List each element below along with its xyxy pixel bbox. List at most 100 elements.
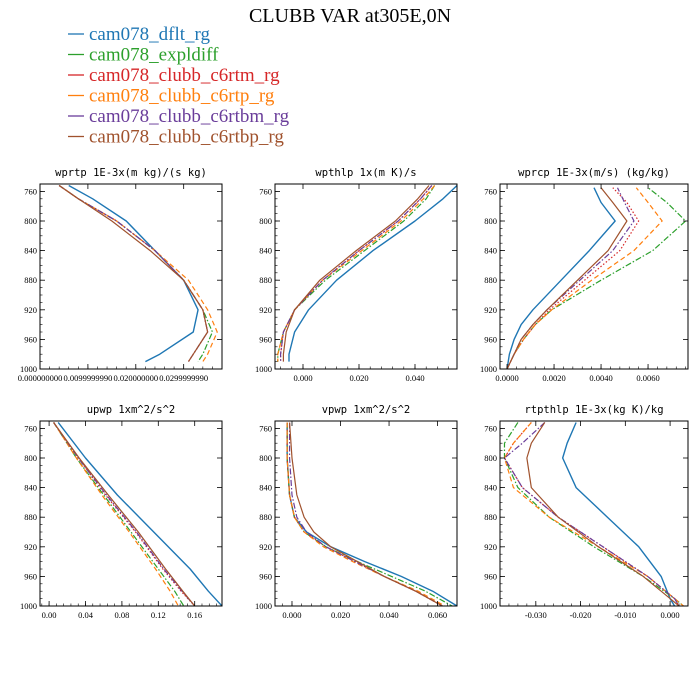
ytick-label-2-6: 1000 bbox=[480, 364, 497, 374]
series-line-4-0 bbox=[286, 422, 457, 606]
xtick-label-0-1: 0.0099999990 bbox=[63, 373, 112, 383]
series-line-4-3 bbox=[286, 422, 446, 606]
panel-series-5 bbox=[503, 422, 684, 606]
ytick-label-2-5: 960 bbox=[484, 334, 497, 344]
series-line-1-1 bbox=[277, 185, 436, 362]
xtick-label-0-2: 0.020000000 bbox=[113, 373, 158, 383]
panel-series-1 bbox=[277, 184, 457, 362]
legend-label-3: cam078_clubb_c6rtp_rg bbox=[89, 86, 275, 107]
xtick-label-1-2: 0.040 bbox=[405, 373, 424, 383]
ytick-label-5-5: 960 bbox=[484, 571, 497, 581]
panel-title-0: wprtp 1E-3x(m kg)/(s kg) bbox=[55, 167, 207, 179]
series-line-2-0 bbox=[506, 187, 616, 369]
panel-3: upwp 1xm^2/s^2 760 800 840 880 920 960 1000 0.00… bbox=[20, 404, 223, 620]
series-line-3-5 bbox=[53, 422, 196, 606]
series-line-1-0 bbox=[288, 184, 457, 362]
panel-1: wpthlp 1x(m K)/s 760 800 840 880 920 960 1000 0.… bbox=[255, 167, 458, 383]
panel-frame-2 bbox=[499, 183, 689, 370]
xtick-label-0-0: 0.000000000 bbox=[18, 373, 63, 383]
ytick-label-5-2: 840 bbox=[484, 483, 497, 493]
xtick-label-1-0: 0.000 bbox=[293, 373, 312, 383]
series-line-4-1 bbox=[286, 422, 453, 606]
ytick-label-3-4: 920 bbox=[24, 542, 37, 552]
series-line-3-4 bbox=[53, 422, 196, 606]
ytick-label-2-3: 880 bbox=[484, 275, 497, 285]
ytick-label-1-2: 840 bbox=[259, 246, 272, 256]
panel-series-4 bbox=[286, 422, 457, 606]
ytick-label-3-2: 840 bbox=[24, 483, 37, 493]
panel-title-1: wpthlp 1x(m K)/s bbox=[315, 167, 416, 179]
ytick-label-3-3: 880 bbox=[24, 512, 37, 522]
xtick-label-5-2: -0.010 bbox=[614, 610, 636, 620]
series-line-2-2 bbox=[506, 187, 640, 369]
ytick-label-1-0: 760 bbox=[259, 186, 272, 196]
legend-label-2: cam078_clubb_c6rtm_rg bbox=[89, 65, 280, 86]
ytick-label-0-5: 960 bbox=[24, 334, 37, 344]
series-line-5-1 bbox=[503, 422, 684, 606]
series-line-0-2 bbox=[58, 184, 209, 362]
ytick-label-5-0: 760 bbox=[484, 423, 497, 433]
series-line-4-5 bbox=[288, 422, 443, 606]
ytick-label-4-0: 760 bbox=[259, 423, 272, 433]
ytick-label-0-3: 880 bbox=[24, 275, 37, 285]
panel-title-2: wprcp 1E-3x(m/s) (kg/kg) bbox=[518, 167, 670, 179]
series-line-2-5 bbox=[506, 187, 628, 369]
ytick-label-5-4: 920 bbox=[484, 542, 497, 552]
panel-title-5: rtpthlp 1E-3x(kg K)/kg bbox=[524, 404, 663, 416]
ytick-label-0-2: 840 bbox=[24, 246, 37, 256]
ytick-label-4-5: 960 bbox=[259, 571, 272, 581]
xtick-label-3-0: 0.00 bbox=[42, 610, 57, 620]
xtick-label-2-0: 0.0000 bbox=[495, 373, 518, 383]
ytick-label-4-3: 880 bbox=[259, 512, 272, 522]
series-line-0-4 bbox=[58, 184, 209, 362]
panel-4: vpwp 1xm^2/s^2 760 800 840 880 920 960 1000 0.00… bbox=[255, 404, 458, 620]
xtick-label-3-2: 0.08 bbox=[114, 610, 129, 620]
legend-label-1: cam078_expldiff bbox=[89, 45, 219, 66]
xtick-label-5-0: -0.030 bbox=[525, 610, 547, 620]
ytick-label-1-1: 800 bbox=[259, 216, 272, 226]
panel-5: rtpthlp 1E-3x(kg K)/kg 760 800 840 880 920 960… bbox=[480, 404, 689, 620]
legend: cam078_dflt_rgcam078_expldiffcam078_club… bbox=[68, 24, 290, 148]
ytick-label-4-1: 800 bbox=[259, 453, 272, 463]
ytick-label-2-2: 840 bbox=[484, 246, 497, 256]
xtick-label-1-1: 0.020 bbox=[349, 373, 368, 383]
xtick-label-3-4: 0.16 bbox=[187, 610, 202, 620]
ytick-label-0-6: 1000 bbox=[20, 364, 37, 374]
series-line-3-0 bbox=[57, 422, 222, 606]
series-line-0-3 bbox=[58, 184, 218, 362]
ytick-label-1-3: 880 bbox=[259, 275, 272, 285]
xtick-label-4-2: 0.040 bbox=[379, 610, 398, 620]
ytick-label-1-6: 1000 bbox=[255, 364, 272, 374]
ytick-label-0-4: 920 bbox=[24, 305, 37, 315]
ytick-label-3-5: 960 bbox=[24, 571, 37, 581]
ytick-label-4-6: 1000 bbox=[255, 601, 272, 611]
series-line-1-5 bbox=[282, 185, 430, 362]
ytick-label-2-1: 800 bbox=[484, 216, 497, 226]
series-line-2-1 bbox=[506, 187, 687, 369]
series-line-2-3 bbox=[506, 187, 663, 369]
series-line-0-0 bbox=[68, 184, 199, 363]
series-line-4-4 bbox=[288, 422, 443, 606]
series-line-3-1 bbox=[53, 422, 185, 606]
series-line-5-0 bbox=[561, 422, 676, 606]
ytick-label-3-1: 800 bbox=[24, 453, 37, 463]
xtick-label-2-1: 0.0020 bbox=[542, 373, 565, 383]
series-line-1-2 bbox=[280, 185, 433, 362]
panel-frame-3 bbox=[39, 420, 223, 607]
series-line-5-2 bbox=[503, 422, 680, 606]
xtick-label-2-3: 0.0060 bbox=[636, 373, 659, 383]
panel-frame-1 bbox=[274, 183, 458, 370]
series-line-1-4 bbox=[280, 185, 433, 362]
series-line-3-3 bbox=[53, 422, 179, 606]
xtick-label-3-1: 0.04 bbox=[78, 610, 94, 620]
panel-series-0 bbox=[58, 184, 218, 363]
panels: wprtp 1E-3x(m kg)/(s kg) 760 800 840 880 920 9… bbox=[18, 167, 689, 620]
ytick-label-2-0: 760 bbox=[484, 186, 497, 196]
panel-series-2 bbox=[506, 187, 687, 369]
series-line-2-4 bbox=[506, 187, 635, 369]
ytick-label-1-4: 920 bbox=[259, 305, 272, 315]
ytick-label-5-1: 800 bbox=[484, 453, 497, 463]
ytick-label-4-2: 840 bbox=[259, 483, 272, 493]
xtick-label-2-2: 0.0040 bbox=[589, 373, 612, 383]
